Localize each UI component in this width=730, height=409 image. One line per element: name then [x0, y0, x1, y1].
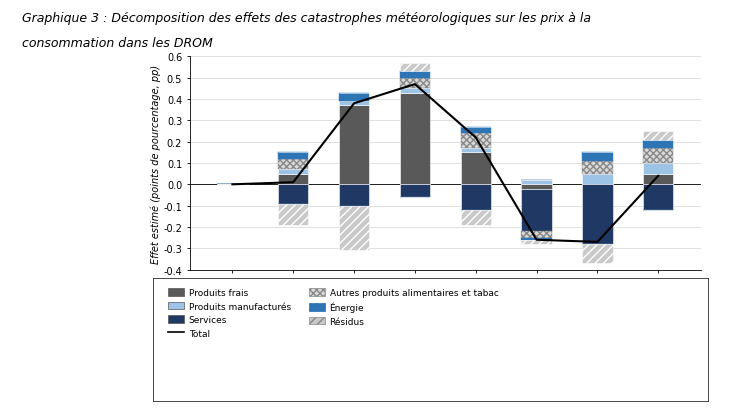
Bar	[278, 204, 309, 225]
Bar	[583, 185, 612, 245]
Bar	[583, 174, 612, 185]
Bar	[400, 79, 430, 89]
Y-axis label: Effet estimé (points de pourcentage, pp): Effet estimé (points de pourcentage, pp)	[150, 64, 161, 263]
Bar	[461, 185, 491, 210]
Bar	[643, 174, 673, 185]
Bar	[400, 185, 430, 198]
Bar	[521, 238, 552, 240]
Bar	[521, 189, 552, 231]
Bar	[278, 185, 309, 204]
Text: consommation dans les DROM: consommation dans les DROM	[22, 37, 212, 50]
Bar	[461, 153, 491, 185]
Bar	[583, 162, 612, 174]
Bar	[339, 106, 369, 185]
Bar	[643, 132, 673, 140]
Bar	[461, 134, 491, 149]
Bar	[521, 231, 552, 238]
Bar	[339, 185, 369, 206]
Legend: Produits frais, Produits manufacturés, Services, Total, Autres produits alimenta: Produits frais, Produits manufacturés, S…	[164, 284, 503, 342]
Bar	[521, 185, 552, 189]
Bar	[643, 185, 673, 210]
Bar	[521, 181, 552, 185]
Text: Graphique 3 : Décomposition des effets des catastrophes météorologiques sur les : Graphique 3 : Décomposition des effets d…	[22, 12, 591, 25]
Bar	[461, 149, 491, 153]
Bar	[643, 164, 673, 174]
Bar	[278, 170, 309, 174]
Bar	[400, 89, 430, 93]
X-axis label: Mois depuis une catastrophe météorologique: Mois depuis une catastrophe météorologiq…	[328, 293, 563, 303]
Bar	[278, 174, 309, 185]
Bar	[461, 128, 491, 134]
Bar	[583, 153, 612, 162]
Bar	[583, 245, 612, 263]
Bar	[339, 102, 369, 106]
Bar	[400, 93, 430, 185]
Bar	[521, 240, 552, 245]
Bar	[278, 153, 309, 160]
Bar	[643, 149, 673, 164]
Bar	[278, 160, 309, 170]
Bar	[643, 140, 673, 149]
Bar	[339, 93, 369, 102]
Bar	[339, 206, 369, 251]
Bar	[400, 72, 430, 79]
Bar	[461, 210, 491, 225]
Bar	[400, 64, 430, 72]
